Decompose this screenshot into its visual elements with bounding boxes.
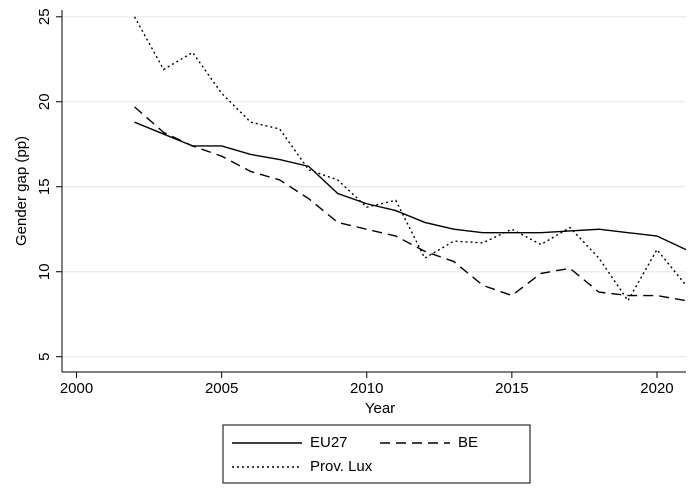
legend-label: Prov. Lux	[310, 458, 373, 475]
line	[134, 121, 687, 251]
x-tick-label: 2005	[205, 380, 238, 397]
x-tick-label: 2000	[60, 380, 93, 397]
legend-label: BE	[458, 434, 478, 451]
y-tick-label: 5	[36, 353, 53, 361]
x-axis-title: Year	[365, 400, 395, 417]
y-tick-label: 10	[36, 263, 53, 280]
x-tick-label: 2020	[640, 380, 673, 397]
y-axis-title: Gender gap (pp)	[13, 136, 30, 246]
legend-label: EU27	[310, 434, 348, 451]
y-tick-label: 20	[36, 93, 53, 110]
y-tick-label: 25	[36, 8, 53, 25]
x-tick-label: 2010	[350, 380, 383, 397]
line	[134, 106, 687, 302]
x-tick-label: 2015	[495, 380, 528, 397]
legend-box	[222, 424, 531, 484]
y-tick-label: 15	[36, 178, 53, 195]
line	[133, 16, 687, 302]
